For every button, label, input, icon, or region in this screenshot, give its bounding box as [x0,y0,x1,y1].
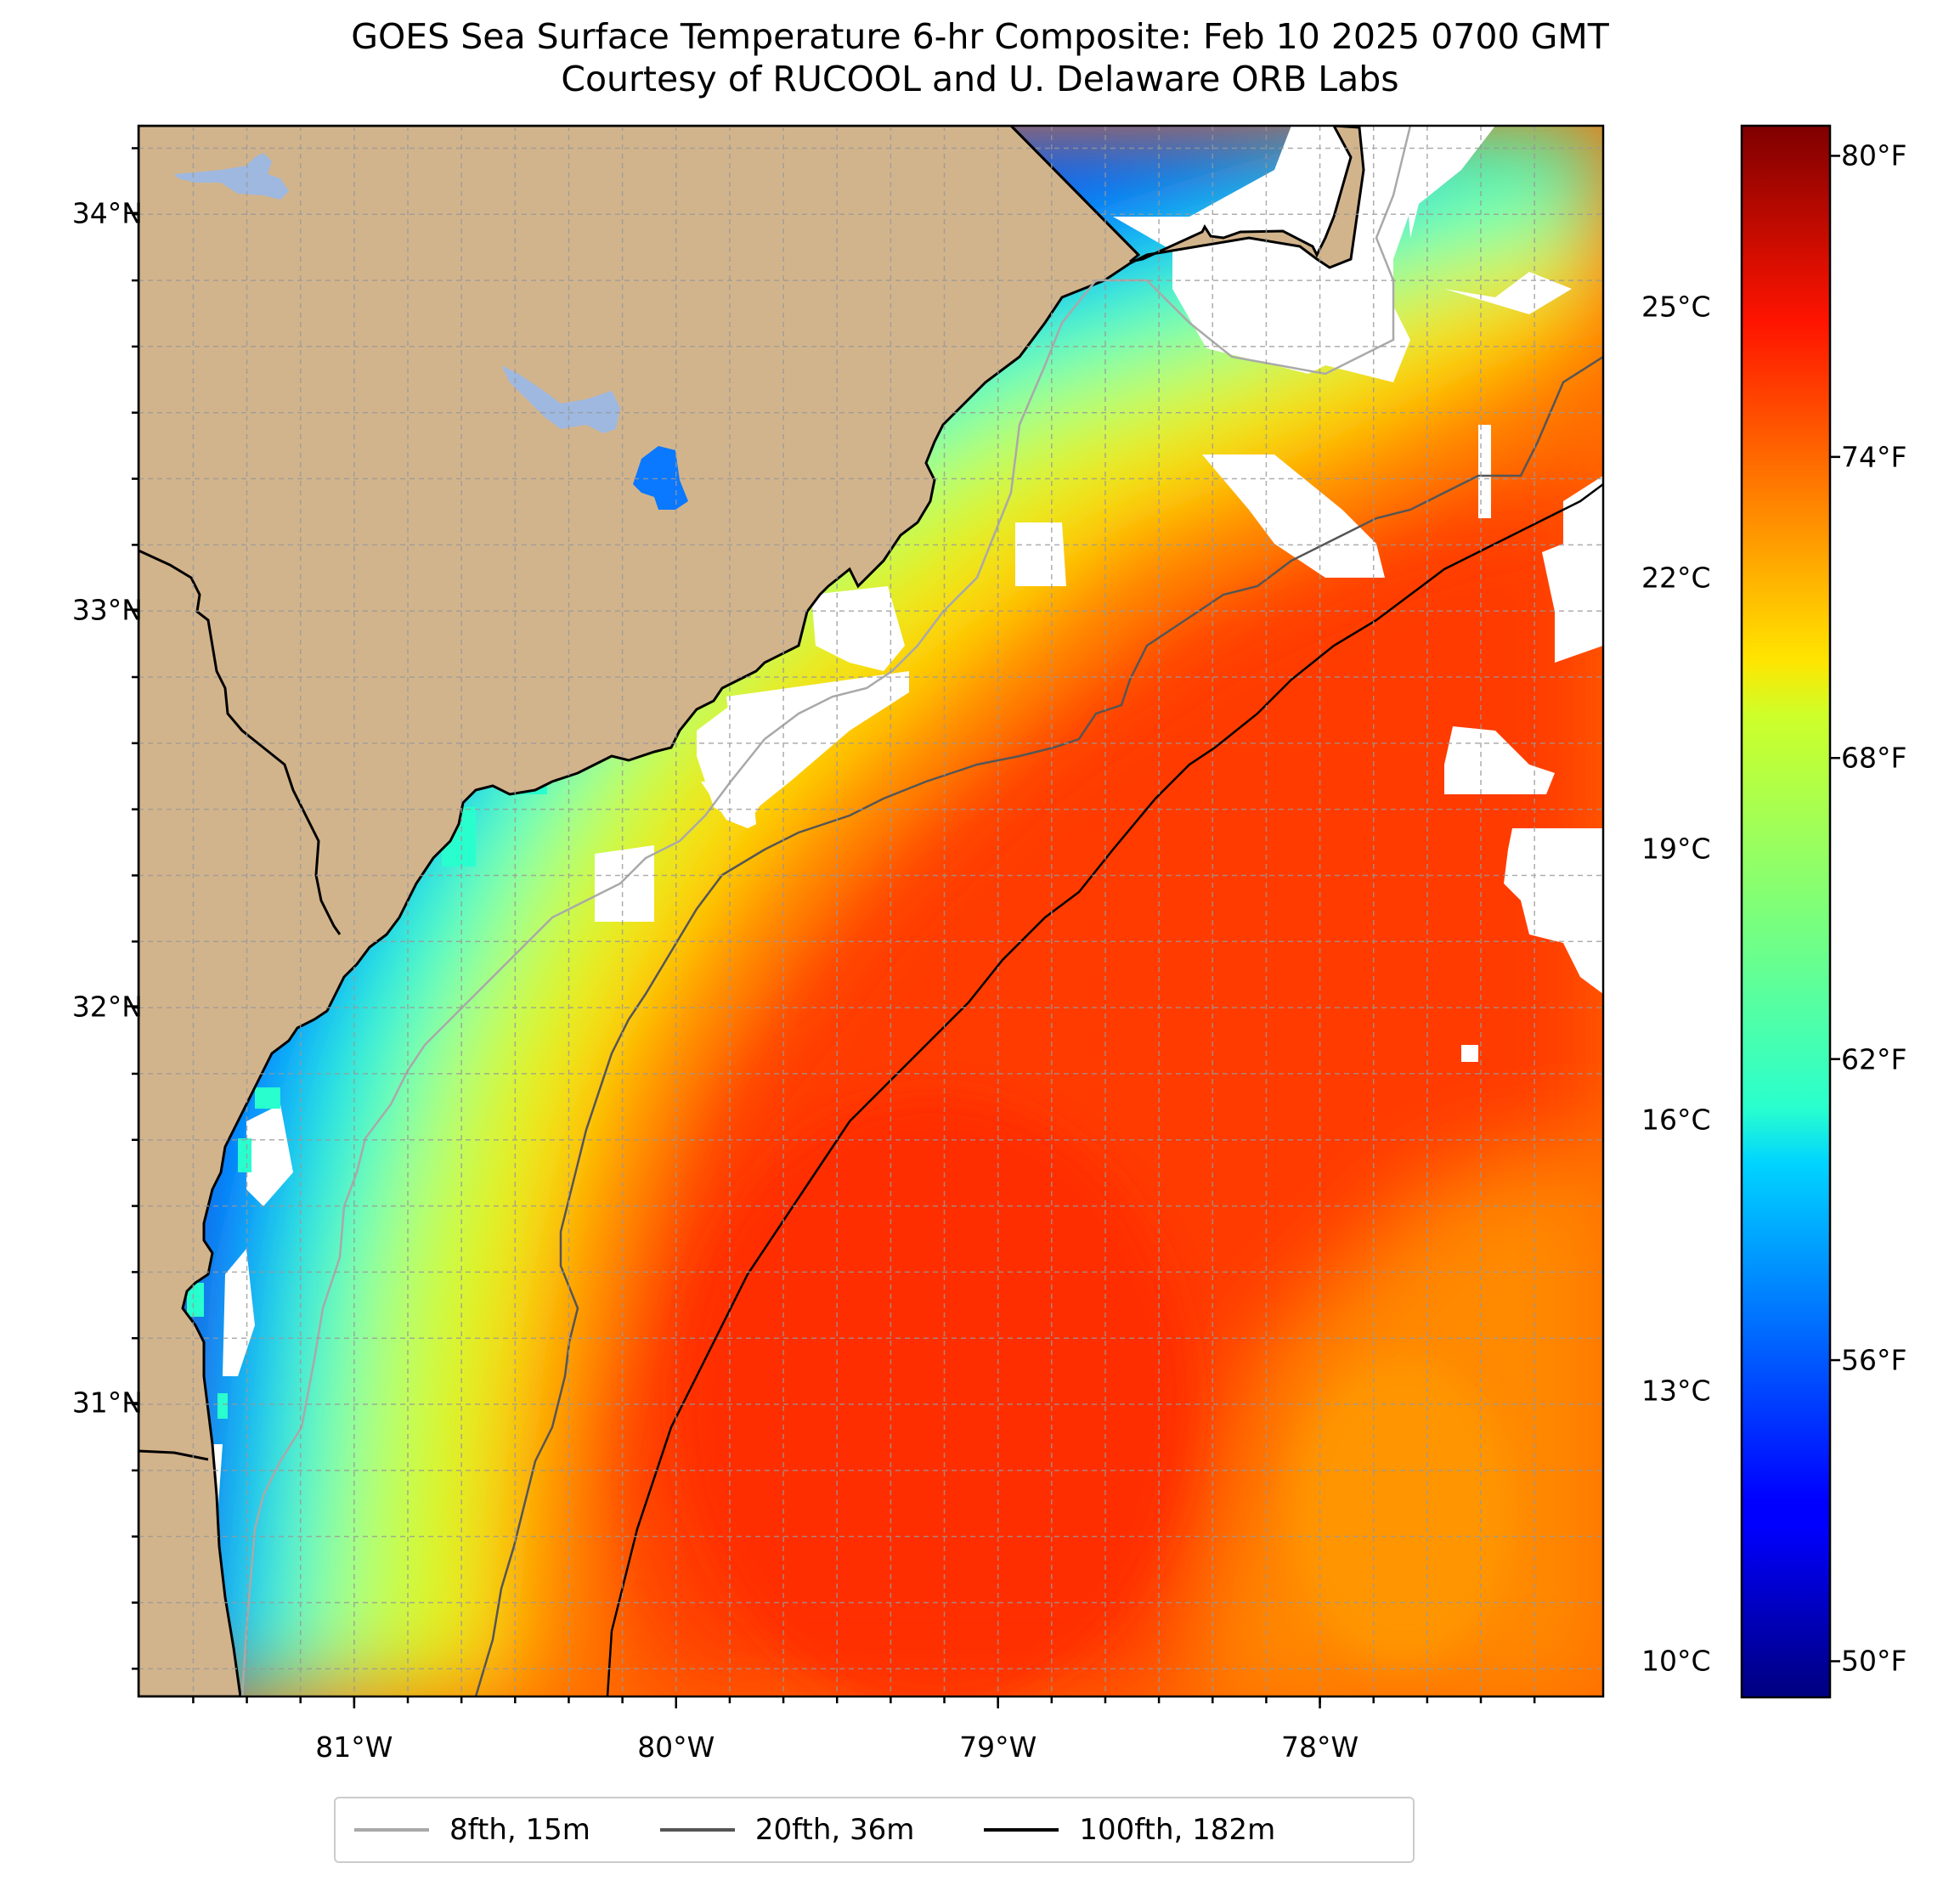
title-line-2: Courtesy of RUCOOL and U. Delaware ORB L… [561,59,1399,99]
warm-core [680,1096,1512,1697]
lakes [174,153,688,510]
legend-swatch-100fth [984,1828,1059,1832]
lon-tick-label: 79°W [959,1730,1037,1764]
legend-item-100fth: 100fth, 182m [984,1813,1275,1847]
legend-item-20fth: 20fth, 36m [659,1813,915,1847]
lon-tick-label: 78°W [1281,1730,1359,1764]
legend-label-20fth: 20fth, 36m [754,1813,915,1847]
colorbar-celsius-label: 16°C [1641,1103,1711,1137]
legend-label-8fth: 8fth, 15m [449,1813,590,1847]
colorbar-celsius-label: 10°C [1641,1644,1711,1678]
colorbar-ticks [1830,155,1840,1663]
lat-tick-label: 31°N [71,1386,143,1420]
colorbar-celsius-label: 22°C [1641,561,1711,595]
legend-swatch-8fth [354,1828,429,1832]
colorbar-celsius-label: 13°C [1641,1374,1711,1407]
map-tick-marks [127,147,1536,1708]
map-plot-area [138,126,1603,1697]
lon-tick-label: 80°W [637,1730,715,1764]
lat-tick-label: 33°N [71,593,143,627]
colorbar-fahrenheit-label: 56°F [1841,1343,1907,1377]
colorbar-celsius-label: 19°C [1641,832,1711,866]
lat-tick-label: 32°N [71,990,143,1024]
depth-legend: 8fth, 15m 20fth, 36m 100fth, 182m [334,1797,1415,1863]
land-mass [138,126,1365,1697]
colorbar-fahrenheit-label: 74°F [1841,440,1907,474]
map-title: GOES Sea Surface Temperature 6-hr Compos… [0,15,1960,100]
colorbar-fahrenheit-label: 50°F [1841,1644,1907,1678]
colorbar-fahrenheit-label: 80°F [1841,138,1907,172]
state-borders [138,126,1140,1461]
lon-tick-label: 81°W [315,1730,393,1764]
colorbar-fahrenheit-label: 68°F [1841,741,1907,775]
title-line-1: GOES Sea Surface Temperature 6-hr Compos… [351,16,1609,57]
legend-label-100fth: 100fth, 182m [1079,1813,1276,1847]
legend-item-8fth: 8fth, 15m [354,1813,590,1847]
lat-tick-label: 34°N [71,196,143,230]
colorbar-celsius-label: 25°C [1641,290,1711,324]
map-frame [137,124,1605,1698]
legend-swatch-20fth [659,1828,735,1832]
contour-8fth [240,126,1412,1697]
contour-100fth [606,483,1603,1697]
colorbar-fahrenheit-label: 62°F [1841,1042,1907,1076]
map-gridlines [138,126,1603,1697]
colorbar [1740,124,1832,1699]
